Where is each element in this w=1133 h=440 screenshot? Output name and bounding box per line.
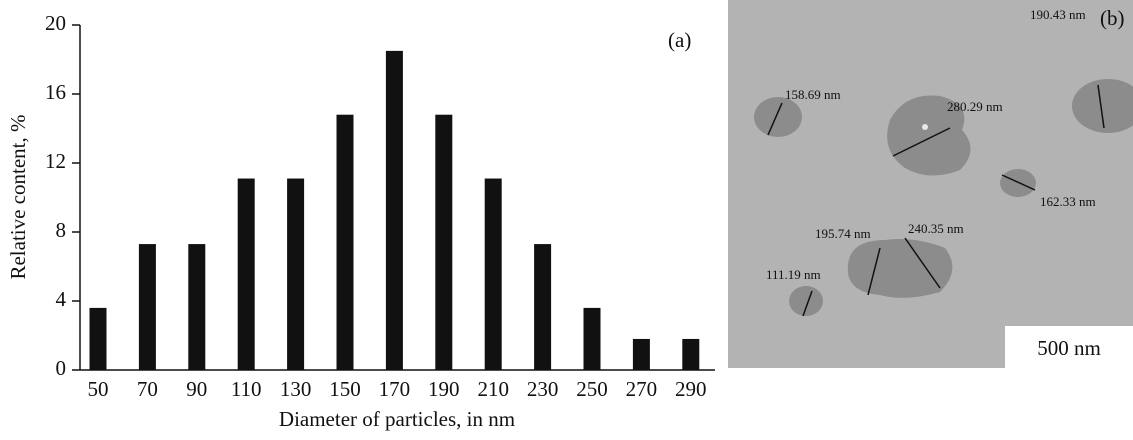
x-tick-label: 290 (675, 377, 707, 401)
particle-hole (922, 124, 928, 130)
annotation: 240.35 nm (908, 221, 964, 236)
x-tick-label: 90 (186, 377, 207, 401)
x-tick-label: 130 (280, 377, 312, 401)
annotation: 280.29 nm (947, 99, 1003, 114)
bar (238, 179, 255, 370)
annotation: 190.43 nm (1030, 7, 1086, 22)
x-tick-label: 150 (329, 377, 361, 401)
y-tick-label: 16 (45, 80, 66, 104)
x-tick-label: 270 (626, 377, 658, 401)
x-axis-title: Diameter of particles, in nm (279, 407, 515, 431)
y-tick-label: 12 (45, 149, 66, 173)
y-tick-label: 0 (56, 356, 67, 380)
particle (848, 239, 953, 298)
micrograph: 158.69 nm 280.29 nm 190.43 nm 162.33 nm … (728, 0, 1133, 368)
x-tick-label: 210 (477, 377, 509, 401)
bar (584, 308, 601, 370)
annotation: 195.74 nm (815, 226, 871, 241)
bar (386, 51, 403, 370)
bar (139, 244, 156, 370)
annotation: 158.69 nm (785, 87, 841, 102)
bar (682, 339, 699, 370)
x-tick-label: 110 (231, 377, 262, 401)
y-tick-label: 20 (45, 11, 66, 35)
panel-label: (a) (668, 28, 691, 52)
annotation: 162.33 nm (1040, 194, 1096, 209)
bar (485, 179, 502, 370)
bar (90, 308, 107, 370)
x-tick-label: 50 (88, 377, 109, 401)
y-tick-label: 8 (56, 218, 67, 242)
micrograph-background (728, 0, 1133, 368)
x-tick-label: 190 (428, 377, 460, 401)
particle (789, 286, 823, 316)
panel-label: (b) (1100, 6, 1125, 30)
y-axis-title: Relative content, % (6, 114, 30, 279)
figure: 158.69 nm 280.29 nm 190.43 nm 162.33 nm … (0, 0, 1133, 435)
particle (754, 97, 802, 137)
x-tick-label: 70 (137, 377, 158, 401)
bar (534, 244, 551, 370)
y-tick-label: 4 (56, 287, 67, 311)
bar (287, 179, 304, 370)
x-tick-label: 230 (527, 377, 559, 401)
annotation: 111.19 nm (766, 267, 821, 282)
bar (435, 115, 452, 370)
bar (337, 115, 354, 370)
bar (633, 339, 650, 370)
x-tick-label: 170 (379, 377, 411, 401)
scale-bar-label: 500 nm (1037, 336, 1101, 360)
bar (188, 244, 205, 370)
x-tick-label: 250 (576, 377, 608, 401)
